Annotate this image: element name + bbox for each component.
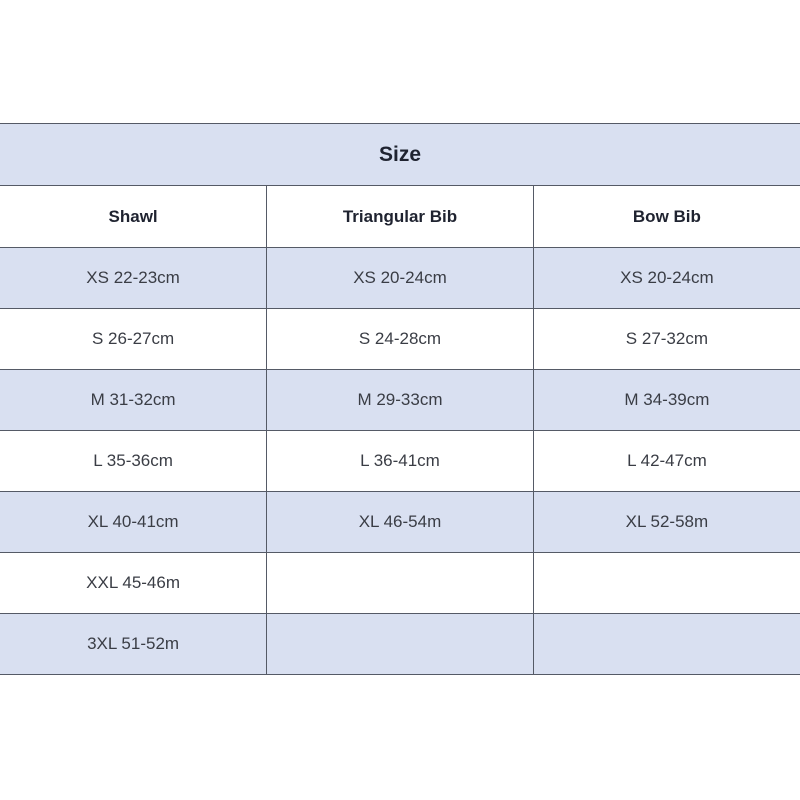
bow-bib-cell: L 42-47cm — [532, 430, 800, 492]
bow-bib-cell: S 27-32cm — [532, 308, 800, 370]
bow-bib-cell: M 34-39cm — [532, 369, 800, 431]
table-row: XL 40-41cm XL 46-54m XL 52-58m — [0, 491, 800, 553]
column-header-triangular-bib: Triangular Bib — [266, 185, 534, 248]
bow-bib-cell: XL 52-58m — [532, 491, 800, 553]
triangular-bib-cell — [266, 552, 534, 614]
triangular-bib-cell: S 24-28cm — [266, 308, 534, 370]
triangular-bib-cell: XL 46-54m — [266, 491, 534, 553]
table-title: Size — [0, 123, 800, 186]
table-row: XXL 45-46m — [0, 552, 800, 614]
column-header-shawl: Shawl — [0, 185, 268, 248]
title-row: Size — [0, 123, 800, 186]
table-row: S 26-27cm S 24-28cm S 27-32cm — [0, 308, 800, 370]
table-row: 3XL 51-52m — [0, 613, 800, 675]
triangular-bib-cell — [266, 613, 534, 675]
table-row: L 35-36cm L 36-41cm L 42-47cm — [0, 430, 800, 492]
size-chart-table: Size Shawl Triangular Bib Bow Bib XS 22-… — [0, 123, 800, 675]
shawl-cell: L 35-36cm — [0, 430, 268, 492]
shawl-cell: 3XL 51-52m — [0, 613, 268, 675]
triangular-bib-cell: XS 20-24cm — [266, 247, 534, 309]
shawl-cell: XS 22-23cm — [0, 247, 268, 309]
triangular-bib-cell: L 36-41cm — [266, 430, 534, 492]
shawl-cell: S 26-27cm — [0, 308, 268, 370]
bow-bib-cell — [532, 613, 800, 675]
shawl-cell: XXL 45-46m — [0, 552, 268, 614]
bow-bib-cell — [532, 552, 800, 614]
table-row: XS 22-23cm XS 20-24cm XS 20-24cm — [0, 247, 800, 309]
shawl-cell: XL 40-41cm — [0, 491, 268, 553]
column-header-bow-bib: Bow Bib — [532, 185, 800, 248]
header-row: Shawl Triangular Bib Bow Bib — [0, 185, 800, 248]
shawl-cell: M 31-32cm — [0, 369, 268, 431]
table-row: M 31-32cm M 29-33cm M 34-39cm — [0, 369, 800, 431]
triangular-bib-cell: M 29-33cm — [266, 369, 534, 431]
bow-bib-cell: XS 20-24cm — [532, 247, 800, 309]
